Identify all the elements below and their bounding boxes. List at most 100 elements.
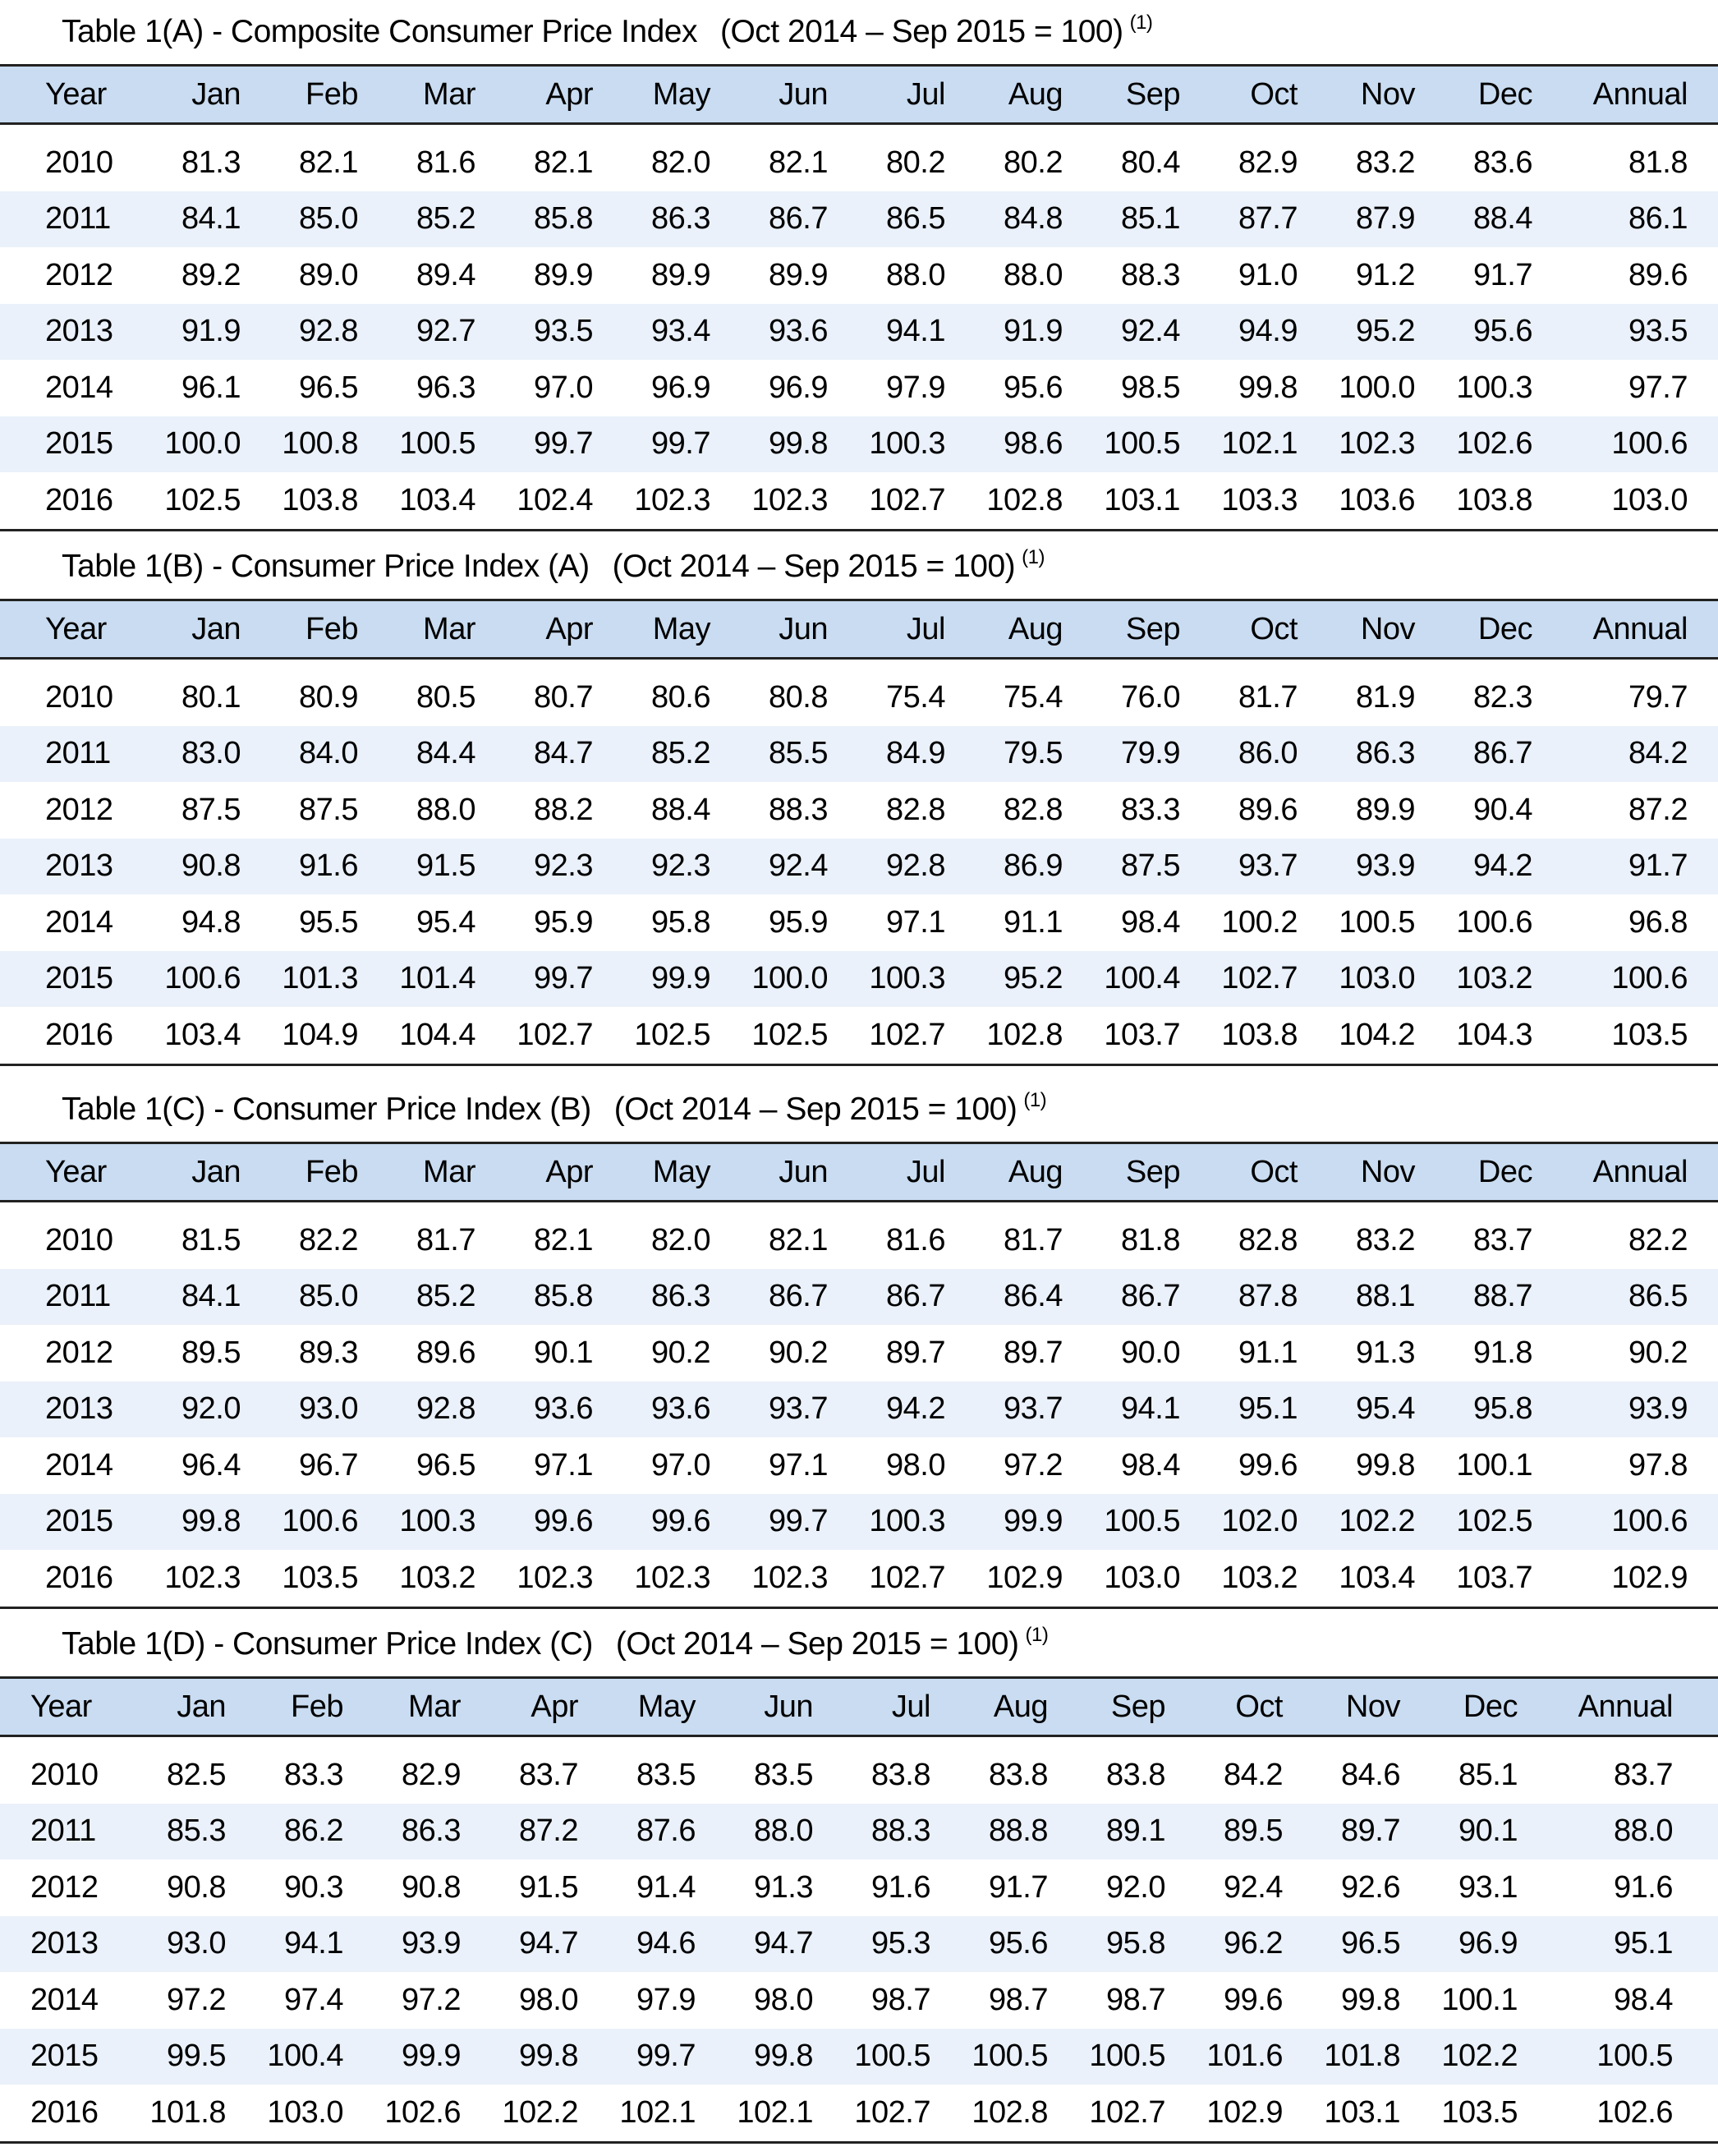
value-cell: 88.0 <box>1614 1814 1673 1849</box>
column-header-apr: Apr <box>545 1154 593 1189</box>
year-cell: 2014 <box>45 1447 113 1483</box>
year-cell: 2015 <box>45 1504 113 1539</box>
value-cell: 93.6 <box>651 1391 710 1427</box>
value-cell: 88.1 <box>1356 1279 1415 1314</box>
value-cell: 102.9 <box>986 1560 1063 1595</box>
column-header-dec: Dec <box>1477 1154 1533 1189</box>
column-header-dec: Dec <box>1477 76 1533 112</box>
value-cell: 93.7 <box>769 1391 828 1427</box>
value-cell: 103.5 <box>282 1560 358 1595</box>
value-cell: 98.0 <box>754 1982 813 2017</box>
value-cell: 75.4 <box>886 679 945 715</box>
value-cell: 89.7 <box>886 1335 945 1370</box>
value-cell: 102.2 <box>1441 2039 1518 2074</box>
value-cell: 91.7 <box>1628 848 1688 884</box>
column-header-jan: Jan <box>191 76 241 112</box>
value-cell: 82.0 <box>651 1222 710 1257</box>
value-cell: 88.2 <box>534 792 593 827</box>
value-cell: 103.8 <box>1221 1017 1298 1052</box>
value-cell: 81.9 <box>1356 679 1415 715</box>
value-cell: 93.9 <box>1356 848 1415 884</box>
table-row: 2016 103.4 104.9 104.4 102.7 102.5 102.5 102.7 1… <box>0 1007 1718 1064</box>
value-cell: 102.5 <box>1456 1504 1532 1539</box>
table-title-text: Table 1(D) - Consumer Price Index (C) <box>62 1626 593 1662</box>
value-cell: 100.1 <box>1456 1447 1532 1483</box>
value-cell: 97.7 <box>1628 370 1688 405</box>
value-cell: 95.8 <box>1473 1391 1532 1427</box>
year-cell: 2011 <box>30 1814 96 1849</box>
column-header-jun: Jun <box>779 76 828 112</box>
value-cell: 96.5 <box>1341 1926 1400 1961</box>
value-cell: 81.6 <box>886 1222 945 1257</box>
column-header-apr: Apr <box>545 611 593 646</box>
value-cell: 99.8 <box>1356 1447 1415 1483</box>
value-cell: 89.4 <box>416 257 475 292</box>
year-cell: 2010 <box>45 1222 113 1257</box>
value-cell: 97.1 <box>534 1447 593 1483</box>
column-header-jun: Jun <box>779 1154 828 1189</box>
footnote-marker: (1) <box>1022 546 1045 568</box>
value-cell: 103.2 <box>399 1560 475 1595</box>
table-row: 2012 90.8 90.3 90.8 91.5 91.4 91.3 91.6 91.7 92.0… <box>0 1859 1718 1916</box>
value-cell: 94.7 <box>519 1926 578 1961</box>
value-cell: 100.6 <box>164 961 241 996</box>
value-cell: 85.8 <box>534 1279 593 1314</box>
table-base-period: (Oct 2014 – Sep 2015 = 100) <box>613 1092 1017 1127</box>
cpi-table: Year Jan Feb Mar Apr May Jun Jul Aug Sep Oct Nov Dec… <box>0 1142 1718 1609</box>
table-row: 2011 85.3 86.2 86.3 87.2 87.6 88.0 88.3 88.8 89.1… <box>0 1803 1718 1859</box>
value-cell: 91.5 <box>519 1869 578 1905</box>
value-cell: 95.6 <box>1473 314 1532 349</box>
table-body: 2010 82.5 83.3 82.9 83.7 83.5 83.5 83.8 83.8 83.8… <box>0 1737 1718 2144</box>
value-cell: 98.4 <box>1121 1447 1180 1483</box>
value-cell: 99.7 <box>651 426 710 462</box>
value-cell: 99.6 <box>651 1504 710 1539</box>
value-cell: 83.2 <box>1356 145 1415 180</box>
value-cell: 99.5 <box>167 2039 226 2074</box>
value-cell: 99.8 <box>754 2039 813 2074</box>
value-cell: 86.7 <box>769 1279 828 1314</box>
value-cell: 82.3 <box>1473 679 1532 715</box>
value-cell: 92.3 <box>534 848 593 884</box>
value-cell: 90.4 <box>1473 792 1532 827</box>
value-cell: 99.6 <box>1224 1982 1283 2017</box>
column-header-mar: Mar <box>423 611 475 646</box>
value-cell: 102.3 <box>634 482 710 517</box>
value-cell: 87.6 <box>636 1814 696 1849</box>
table-title: Table 1(D) - Consumer Price Index (C) (Oc… <box>62 1619 1049 1670</box>
value-cell: 100.6 <box>1611 1504 1688 1539</box>
value-cell: 87.2 <box>519 1814 578 1849</box>
column-header-sep: Sep <box>1125 76 1181 112</box>
value-cell: 94.1 <box>886 314 945 349</box>
value-cell: 95.1 <box>1238 1391 1298 1427</box>
table-body: 2010 80.1 80.9 80.5 80.7 80.6 80.8 75.4 75.4 76.0… <box>0 660 1718 1066</box>
value-cell: 100.0 <box>1339 370 1415 405</box>
value-cell: 83.6 <box>1473 145 1532 180</box>
value-cell: 88.0 <box>886 257 945 292</box>
value-cell: 103.2 <box>1456 961 1532 996</box>
value-cell: 92.6 <box>1341 1869 1400 1905</box>
table-row: 2012 87.5 87.5 88.0 88.2 88.4 88.3 82.8 82.8 83.3… <box>0 782 1718 839</box>
value-cell: 100.6 <box>1456 904 1532 940</box>
value-cell: 100.2 <box>1221 904 1298 940</box>
value-cell: 89.5 <box>1224 1814 1283 1849</box>
value-cell: 103.1 <box>1104 482 1180 517</box>
value-cell: 103.0 <box>1611 482 1688 517</box>
value-cell: 82.8 <box>886 792 945 827</box>
value-cell: 103.3 <box>1221 482 1298 517</box>
value-cell: 99.9 <box>402 2039 461 2074</box>
value-cell: 103.8 <box>1456 482 1532 517</box>
value-cell: 88.0 <box>1004 257 1063 292</box>
value-cell: 81.8 <box>1121 1222 1180 1257</box>
table-row: 2010 81.3 82.1 81.6 82.1 82.0 82.1 80.2 80.2 80.4… <box>0 135 1718 191</box>
value-cell: 83.5 <box>754 1757 813 1792</box>
table-row: 2014 97.2 97.4 97.2 98.0 97.9 98.0 98.7 98.7 98.7… <box>0 1972 1718 2029</box>
value-cell: 97.9 <box>636 1982 696 2017</box>
value-cell: 100.0 <box>164 426 241 462</box>
value-cell: 90.8 <box>402 1869 461 1905</box>
column-header-dec: Dec <box>1477 611 1533 646</box>
table-row: 2012 89.5 89.3 89.6 90.1 90.2 90.2 89.7 89.7 90.0… <box>0 1325 1718 1381</box>
value-cell: 97.9 <box>886 370 945 405</box>
value-cell: 98.7 <box>871 1982 930 2017</box>
value-cell: 81.7 <box>1004 1222 1063 1257</box>
value-cell: 87.5 <box>1121 848 1180 884</box>
